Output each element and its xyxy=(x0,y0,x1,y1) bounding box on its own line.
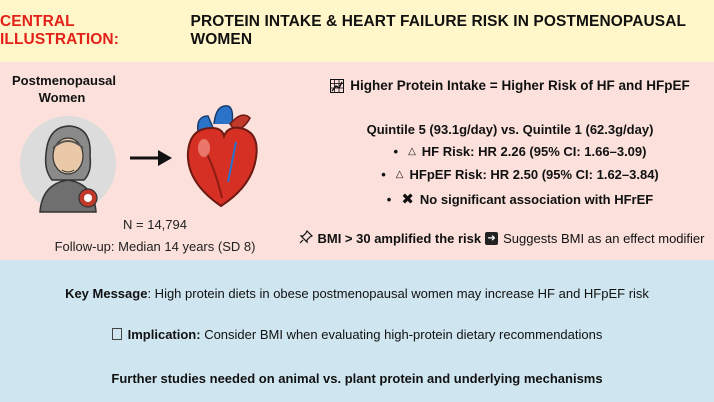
sample-size: N = 14,794 xyxy=(123,217,187,232)
pushpin-icon xyxy=(299,229,314,247)
bmi-bold-text: BMI > 30 amplified the risk xyxy=(317,231,482,246)
hfref-text: No significant association with HFrEF xyxy=(419,191,654,207)
findings-panel: Postmenopausal Women N = 14,794 Follow- xyxy=(0,62,714,260)
title-banner: CENTRAL ILLUSTRATION: PROTEIN INTAKE & H… xyxy=(0,0,714,62)
key-message-text: : High protein diets in obese postmenopa… xyxy=(147,286,649,301)
further-studies: Further studies needed on animal vs. pla… xyxy=(111,371,603,386)
title-main: PROTEIN INTAKE & HEART FAILURE RISK IN P… xyxy=(190,13,686,48)
key-message: Key Message: High protein diets in obese… xyxy=(0,286,714,301)
bullet: • xyxy=(386,191,392,207)
arrow-icon xyxy=(130,150,172,166)
bullet: • xyxy=(381,167,386,182)
hf-risk-row: • △ HF Risk: HR 2.26 (95% CI: 1.66–3.09) xyxy=(330,144,710,159)
hfpef-risk-text: HFpEF Risk: HR 2.50 (95% CI: 1.62–3.84) xyxy=(409,167,659,182)
triangle-icon: △ xyxy=(395,169,404,180)
results-header: Higher Protein Intake = Higher Risk of H… xyxy=(310,78,710,93)
chart-icon xyxy=(330,78,345,93)
hfref-row: • ✖ No significant association with HFrE… xyxy=(330,190,710,208)
hf-risk-text: HF Risk: HR 2.26 (95% CI: 1.66–3.09) xyxy=(421,144,647,159)
bmi-note: BMI > 30 amplified the risk ➜ Suggests B… xyxy=(290,229,714,247)
heart-illustration xyxy=(186,105,258,208)
key-message-label: Key Message xyxy=(65,286,148,301)
woman-illustration xyxy=(20,116,116,213)
triangle-icon: △ xyxy=(408,146,416,157)
bullet: • xyxy=(393,144,399,159)
placeholder-box-icon xyxy=(111,328,122,340)
quintile-comparison: Quintile 5 (93.1g/day) vs. Quintile 1 (6… xyxy=(366,122,654,137)
x-mark-icon: ✖ xyxy=(401,191,414,208)
arrow-right-box-icon: ➜ xyxy=(485,232,499,245)
population-panel: Postmenopausal Women N = 14,794 Follow- xyxy=(0,62,290,260)
results-header-text: Higher Protein Intake = Higher Risk of H… xyxy=(350,78,690,93)
bmi-rest-text: Suggests BMI as an effect modifier xyxy=(503,231,705,246)
implication: Implication: Consider BMI when evaluatin… xyxy=(0,327,714,342)
population-label: Postmenopausal Women xyxy=(12,73,117,105)
summary-panel: Key Message: High protein diets in obese… xyxy=(0,260,714,402)
hfpef-risk-row: • △ HFpEF Risk: HR 2.50 (95% CI: 1.62–3.… xyxy=(330,167,710,182)
results-panel: Higher Protein Intake = Higher Risk of H… xyxy=(290,62,714,260)
title-prefix: CENTRAL ILLUSTRATION: xyxy=(0,13,119,48)
implication-label: Implication: xyxy=(127,327,201,342)
implication-text: Consider BMI when evaluating high-protei… xyxy=(200,327,603,342)
follow-up: Follow-up: Median 14 years (SD 8) xyxy=(54,239,256,254)
